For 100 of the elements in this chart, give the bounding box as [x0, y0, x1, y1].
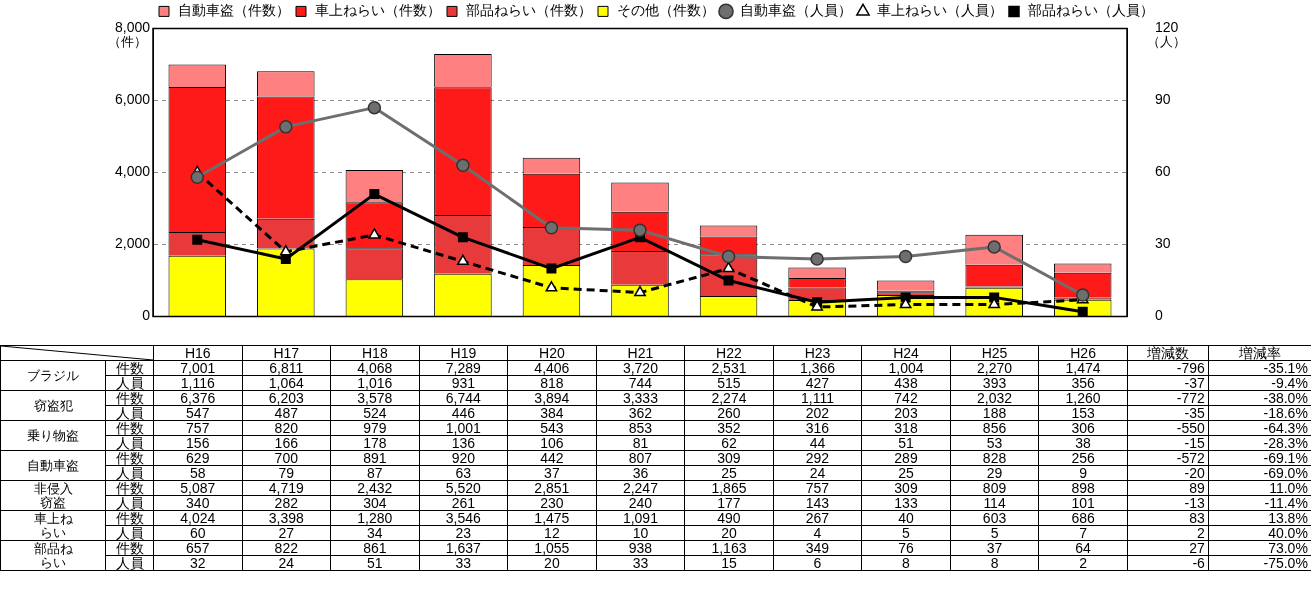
- text: 4,068: [330, 360, 420, 376]
- text: -69.0%: [1208, 465, 1311, 481]
- text: 304: [330, 495, 420, 511]
- y2-axis-title: （人）: [1147, 34, 1186, 50]
- legend-label: 部品ねらい（件数）: [466, 2, 592, 19]
- text: 1,055: [507, 540, 597, 556]
- text: 853: [596, 420, 685, 436]
- text: 1,637: [419, 540, 508, 556]
- text: 547: [153, 405, 243, 421]
- y-tick-label: 6,000: [114, 91, 151, 108]
- text: 1,865: [684, 480, 774, 496]
- y-tick-label: 2,000: [114, 235, 151, 252]
- text: 657: [153, 540, 243, 556]
- text: 2,247: [596, 480, 685, 496]
- text: 6,376: [153, 390, 243, 406]
- y-tick-label: 0: [142, 307, 151, 324]
- text: 2,274: [684, 390, 774, 406]
- text: -11.4%: [1208, 495, 1311, 511]
- text: 10: [596, 525, 685, 541]
- text: 人員: [105, 435, 154, 451]
- text: 7,289: [419, 360, 508, 376]
- text: 240: [596, 495, 685, 511]
- text: 938: [596, 540, 685, 556]
- text: 629: [153, 450, 243, 466]
- text: 76: [861, 540, 951, 556]
- text: 53: [950, 435, 1039, 451]
- text: 増減率: [1208, 345, 1311, 361]
- text: 11.0%: [1208, 480, 1311, 496]
- text: 316: [773, 420, 862, 436]
- text: 27: [1127, 540, 1209, 556]
- text: 861: [330, 540, 420, 556]
- text: 153: [1038, 405, 1128, 421]
- text: 133: [861, 495, 951, 511]
- text: 件数: [105, 480, 154, 496]
- text: 2: [1038, 555, 1128, 571]
- text: 51: [330, 555, 420, 571]
- text: 742: [861, 390, 951, 406]
- x-tick-label: H21: [596, 345, 685, 361]
- text: 2,032: [950, 390, 1039, 406]
- text: 36: [596, 465, 685, 481]
- text: -38.0%: [1208, 390, 1311, 406]
- y2-tick-label: 0: [1155, 307, 1163, 324]
- y2-tick-label: 30: [1155, 235, 1171, 252]
- text: 686: [1038, 510, 1128, 526]
- text: 309: [861, 480, 951, 496]
- text: 人員: [105, 495, 154, 511]
- text: -9.4%: [1208, 375, 1311, 391]
- y2-tick-label: 120: [1155, 19, 1179, 36]
- text: -13: [1127, 495, 1209, 511]
- text: 349: [773, 540, 862, 556]
- text: 2,531: [684, 360, 774, 376]
- text: 15: [684, 555, 774, 571]
- text: 4,719: [242, 480, 331, 496]
- text: 1,475: [507, 510, 597, 526]
- text: 2,270: [950, 360, 1039, 376]
- text: 282: [242, 495, 331, 511]
- text: 515: [684, 375, 774, 391]
- text: 件数: [105, 390, 154, 406]
- text: 166: [242, 435, 331, 451]
- text: 757: [153, 420, 243, 436]
- text: 6: [773, 555, 862, 571]
- text: 24: [242, 555, 331, 571]
- text: 744: [596, 375, 685, 391]
- text: 1,366: [773, 360, 862, 376]
- text: 362: [596, 405, 685, 421]
- text: 33: [419, 555, 508, 571]
- text: 1,163: [684, 540, 774, 556]
- text: 32: [153, 555, 243, 571]
- text: 34: [330, 525, 420, 541]
- text: 人員: [105, 465, 154, 481]
- y-tick-label: 8,000: [114, 19, 151, 36]
- text: 487: [242, 405, 331, 421]
- legend-label: その他（件数）: [617, 2, 715, 19]
- text: -15: [1127, 435, 1209, 451]
- text: 700: [242, 450, 331, 466]
- text: 9: [1038, 465, 1128, 481]
- text: 2,851: [507, 480, 597, 496]
- text: 2,432: [330, 480, 420, 496]
- text: 非侵入窃盗: [32, 480, 74, 510]
- text: ブラジル: [26, 367, 80, 383]
- text: 13.8%: [1208, 510, 1311, 526]
- text: 524: [330, 405, 420, 421]
- text: 202: [773, 405, 862, 421]
- text: 車上ねらい: [32, 510, 74, 540]
- text: 件数: [105, 540, 154, 556]
- text: 920: [419, 450, 508, 466]
- text: 898: [1038, 480, 1128, 496]
- text: -550: [1127, 420, 1209, 436]
- text: 260: [684, 405, 774, 421]
- text: 5,520: [419, 480, 508, 496]
- text: 356: [1038, 375, 1128, 391]
- text: 931: [419, 375, 508, 391]
- text: -37: [1127, 375, 1209, 391]
- text: -69.1%: [1208, 450, 1311, 466]
- text: 1,111: [773, 390, 862, 406]
- text: -75.0%: [1208, 555, 1311, 571]
- text: 7,001: [153, 360, 243, 376]
- x-tick-label: H20: [507, 345, 597, 361]
- text: 1,116: [153, 375, 243, 391]
- text: -35.1%: [1208, 360, 1311, 376]
